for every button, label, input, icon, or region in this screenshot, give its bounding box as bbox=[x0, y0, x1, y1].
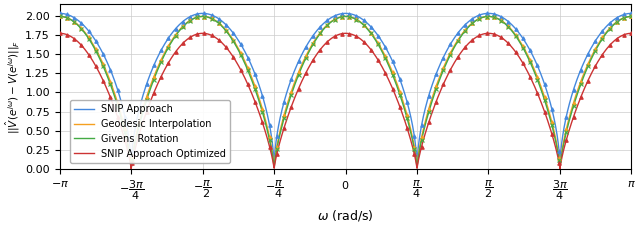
SNIP Approach Optimized bbox=[556, 167, 564, 170]
Line: SNIP Approach: SNIP Approach bbox=[60, 13, 632, 167]
SNIP Approach bbox=[616, 15, 624, 17]
SNIP Approach Optimized bbox=[56, 32, 63, 35]
SNIP Approach bbox=[121, 116, 129, 118]
Geodesic Interpolation bbox=[121, 128, 129, 131]
Geodesic Interpolation bbox=[555, 154, 563, 156]
SNIP Approach bbox=[300, 49, 308, 52]
Givens Rotation bbox=[628, 15, 636, 18]
SNIP Approach Optimized bbox=[275, 144, 283, 147]
Geodesic Interpolation bbox=[275, 135, 283, 137]
SNIP Approach Optimized bbox=[555, 159, 563, 162]
SNIP Approach Optimized bbox=[616, 35, 624, 38]
SNIP Approach bbox=[628, 12, 636, 15]
Geodesic Interpolation bbox=[628, 15, 636, 18]
Line: SNIP Approach Optimized: SNIP Approach Optimized bbox=[60, 33, 632, 169]
SNIP Approach bbox=[56, 12, 63, 15]
Givens Rotation bbox=[275, 137, 283, 140]
Geodesic Interpolation bbox=[616, 18, 624, 21]
Legend: SNIP Approach, Geodesic Interpolation, Givens Rotation, SNIP Approach Optimized: SNIP Approach, Geodesic Interpolation, G… bbox=[70, 100, 230, 163]
Geodesic Interpolation bbox=[155, 63, 163, 66]
SNIP Approach Optimized bbox=[300, 76, 308, 79]
SNIP Approach bbox=[275, 122, 283, 125]
SNIP Approach bbox=[155, 53, 163, 56]
Line: Givens Rotation: Givens Rotation bbox=[60, 16, 632, 168]
Givens Rotation bbox=[155, 66, 163, 68]
Y-axis label: $||\hat{V}(e^{j\omega}) - V(e^{j\omega})||_F$: $||\hat{V}(e^{j\omega}) - V(e^{j\omega})… bbox=[4, 40, 22, 134]
SNIP Approach Optimized bbox=[121, 139, 129, 142]
SNIP Approach Optimized bbox=[628, 32, 636, 35]
SNIP Approach Optimized bbox=[155, 80, 163, 83]
Givens Rotation bbox=[121, 131, 129, 134]
SNIP Approach bbox=[556, 165, 564, 168]
Givens Rotation bbox=[300, 61, 308, 64]
Geodesic Interpolation bbox=[300, 59, 308, 62]
Geodesic Interpolation bbox=[556, 167, 564, 170]
Geodesic Interpolation bbox=[56, 15, 63, 18]
Givens Rotation bbox=[555, 155, 563, 158]
X-axis label: $\omega$ (rad/s): $\omega$ (rad/s) bbox=[317, 208, 374, 223]
Line: Geodesic Interpolation: Geodesic Interpolation bbox=[60, 16, 632, 168]
SNIP Approach bbox=[555, 145, 563, 148]
Givens Rotation bbox=[616, 18, 624, 21]
Givens Rotation bbox=[56, 15, 63, 18]
Givens Rotation bbox=[556, 167, 564, 170]
